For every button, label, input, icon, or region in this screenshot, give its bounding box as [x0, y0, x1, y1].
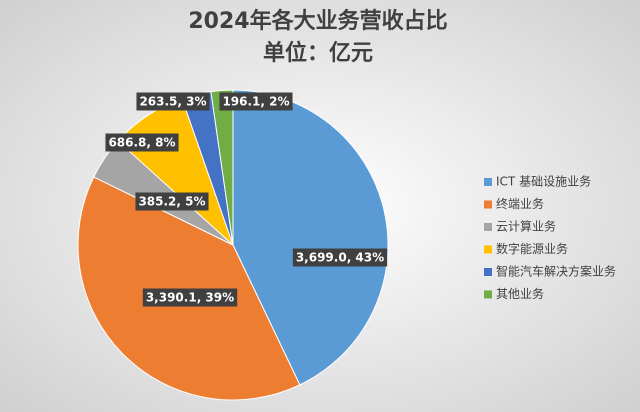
chart-subtitle: 单位：亿元: [263, 40, 373, 66]
data-label-box: [142, 288, 238, 307]
data-label: 686.8, 8%: [105, 133, 179, 152]
data-label-text: 686.8, 8%: [108, 136, 175, 150]
data-label-box: [292, 248, 388, 267]
legend-swatch: [484, 223, 492, 231]
pie-slice: [210, 89, 234, 246]
legend-label: 其他业务: [496, 286, 544, 301]
legend-swatch: [484, 245, 492, 254]
data-label-box: [219, 92, 293, 111]
data-label-text: 385.2, 5%: [138, 195, 205, 209]
data-label-box: [105, 133, 179, 152]
data-label-box: [135, 192, 209, 211]
legend-label: ICT 基础设施业务: [496, 174, 591, 189]
data-label: 3,699.0, 43%: [292, 248, 388, 267]
data-label: 263.5, 3%: [136, 92, 210, 111]
legend-label: 智能汽车解决方案业务: [496, 264, 616, 279]
legend-swatch: [484, 178, 492, 186]
data-label: 3,390.1, 39%: [142, 288, 238, 307]
data-label-box: [136, 92, 210, 111]
data-label-text: 3,699.0, 43%: [296, 251, 384, 265]
pie-slice: [77, 176, 301, 401]
legend-swatch: [484, 290, 492, 299]
legend-swatch: [484, 200, 492, 209]
data-label-text: 3,390.1, 39%: [146, 291, 234, 305]
data-label-text: 196.1, 2%: [222, 95, 289, 109]
legend-label: 数字能源业务: [496, 241, 568, 256]
data-label: 385.2, 5%: [135, 192, 209, 211]
chart-title: 2024年各大业务营收占比: [188, 8, 447, 34]
data-label-text: 263.5, 3%: [139, 95, 206, 109]
legend-label: 云计算业务: [496, 219, 556, 234]
legend-swatch: [484, 268, 492, 276]
legend-label: 终端业务: [496, 196, 544, 211]
data-label: 196.1, 2%: [219, 92, 293, 111]
